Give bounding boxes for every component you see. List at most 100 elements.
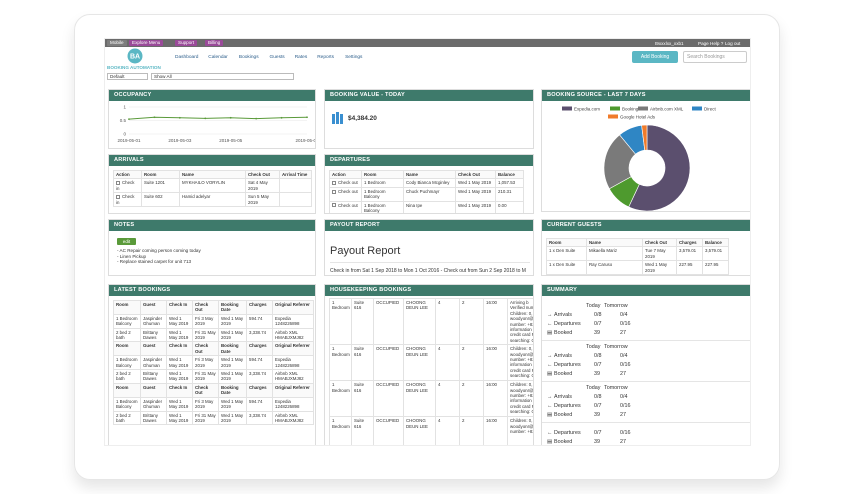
table-cell: 2 <box>459 416 484 445</box>
checkbox[interactable] <box>332 189 336 194</box>
notes-panel: NOTES edit - AC Repair coming person com… <box>108 219 316 276</box>
checkbox[interactable] <box>332 181 336 186</box>
legend-label: Booking.com <box>622 107 648 112</box>
legend-swatch <box>638 106 648 111</box>
checkbox[interactable] <box>332 203 336 208</box>
table-cell: Expedia 1248226898 <box>272 396 314 412</box>
table-row: 2 bed 2 bath Brittany Dawes Wed 1 May 2019… <box>113 410 314 426</box>
cell-text: 16:00 <box>486 300 497 305</box>
table-cell: Wed 1 May 2019 <box>218 313 247 329</box>
cell-text: 4 <box>438 346 441 352</box>
device-frame <box>74 14 780 480</box>
table-cell: Fri 31 May 2019 <box>192 369 219 384</box>
cell-text: 1 Bedroom <box>332 300 350 311</box>
action-label[interactable]: Check out <box>338 202 358 208</box>
column-header: Room <box>361 169 404 180</box>
data-table: Room Guest Check In Check Out Booking Date Ch… <box>113 300 314 426</box>
table-cell: Cody Bianca Mcginley <box>403 178 456 188</box>
cell-text: 3,338.74 <box>249 371 267 377</box>
departures-panel: DEPARTURES Action Room Name Check Out Balance… <box>324 154 534 214</box>
table-cell: 227.95 <box>702 260 729 275</box>
summary-value: 39 <box>594 330 600 336</box>
edit-button[interactable]: edit <box>117 238 136 245</box>
search-input[interactable]: Search Bookings <box>683 51 747 63</box>
menu-item[interactable]: Settings <box>345 55 363 60</box>
table-cell: Suite 616 <box>351 344 374 382</box>
add-booking-button[interactable]: Add Booking <box>632 51 678 63</box>
top-button[interactable]: Explore Menu <box>129 40 164 46</box>
note-line: Children: 0, <box>510 418 533 424</box>
top-button[interactable]: Support <box>175 40 198 46</box>
cell-text: CHOONG DEUN LEE <box>406 418 428 429</box>
menu-item[interactable]: Calendar <box>208 55 228 60</box>
table-cell: OCCUPIED <box>373 416 404 445</box>
summary-value: 0/7 <box>594 430 602 436</box>
action-label[interactable]: Check in <box>116 180 135 191</box>
summary-column: Tomorrow <box>604 303 628 309</box>
menu-item[interactable]: Dashboard <box>175 55 199 60</box>
menu-item[interactable]: Reports <box>317 55 334 60</box>
table-cell: Tue 7 May 2019 <box>642 246 677 262</box>
summary-column: Today <box>586 385 601 391</box>
note-line: searching: Or <box>510 409 533 415</box>
menu-item[interactable]: Guests <box>269 55 285 60</box>
page-help[interactable]: Page Help ? <box>698 40 724 46</box>
table-cell: Wed 1 May 2019 <box>218 410 247 426</box>
column-header: Booking Date <box>218 300 247 315</box>
summary-label: Booked <box>554 439 573 445</box>
cell-text: 4 <box>438 382 441 388</box>
table-cell: Wed 1 May 2019 <box>218 396 247 412</box>
top-button[interactable]: Mobile <box>107 40 127 46</box>
table-cell: Brittany Dawes <box>140 369 167 384</box>
column-header: Name <box>403 169 456 180</box>
header-row: Room Name Check Out Charges Balance <box>546 237 729 248</box>
action-label[interactable]: Check out <box>338 180 358 186</box>
table-cell: Wed 1 May 2019 <box>455 178 496 188</box>
menu-item[interactable]: Bookings <box>238 55 259 60</box>
booking-value-panel: BOOKING VALUE - TODAY $4,384.20 <box>324 89 534 149</box>
column-header: Room <box>113 341 141 357</box>
top-button[interactable]: Billing <box>205 40 224 46</box>
occupancy-panel: OCCUPANCY 0 0.5 1 2019-05-01 2019-05-03 2019-0… <box>108 89 316 149</box>
log-out[interactable]: Log out <box>725 40 741 46</box>
column-header: Check Out <box>455 169 496 180</box>
column-header: Booking Date <box>218 382 247 398</box>
filter-select[interactable]: Show All <box>151 73 294 80</box>
occupancy-point <box>229 116 232 119</box>
checkbox[interactable] <box>116 195 120 200</box>
cell-text: Wed 1 May 2019 <box>458 188 492 194</box>
view-select[interactable]: Default <box>107 73 148 80</box>
summary-value: 0/16 <box>620 430 631 436</box>
action-label[interactable]: Check out <box>338 188 358 194</box>
cell-text: Suite 602 <box>144 194 163 200</box>
panel-title: BOOKING VALUE - TODAY <box>325 90 533 101</box>
table-cell: Brittany Dawes <box>140 327 167 343</box>
header-row: Room Guest Check In Check Out Booking Date Ch… <box>113 341 314 357</box>
cell-text: 1,057.53 <box>498 180 516 186</box>
note-line: woodyonr@n <box>510 387 534 393</box>
cell-text: Mikaella Mariz <box>589 248 618 254</box>
cell-text: Brittany Dawes <box>143 329 158 341</box>
table-cell: 1,057.53 <box>495 178 524 188</box>
summary-block: ← Departures 0/7 0/16 ▤ Booked 39 27 <box>542 424 750 445</box>
action-label[interactable]: Check in <box>116 194 135 205</box>
y-tick-label: 0.5 <box>120 118 127 123</box>
table-cell: 1 Bedroom Balcony <box>113 355 141 371</box>
summary-icon: → <box>547 353 553 359</box>
table-cell: 227.95 <box>676 260 703 275</box>
logo-mark: BA <box>127 48 143 64</box>
checkbox[interactable] <box>116 181 120 186</box>
table-cell: 3,579.01 <box>702 246 729 262</box>
panel-title: OCCUPANCY <box>109 90 315 101</box>
cell-text: Wed 1 May 2019 <box>458 202 492 208</box>
header-row: Room Guest Check In Check Out Booking Date Ch… <box>113 382 314 398</box>
user-name[interactable]: t9xxxlxx_xxb1 <box>655 40 684 46</box>
menu-item[interactable]: Rates <box>294 55 308 60</box>
cell-text: Wed 1 May 2019 <box>221 357 244 368</box>
cell-text: Fri 3 May 2019 <box>195 357 214 368</box>
arrivals-panel: ARRIVALS Action Room Name Check Out Arrival T… <box>108 154 316 214</box>
cell-text: 3,338.74 <box>249 329 267 335</box>
note-line: Children: 0, <box>510 382 533 388</box>
